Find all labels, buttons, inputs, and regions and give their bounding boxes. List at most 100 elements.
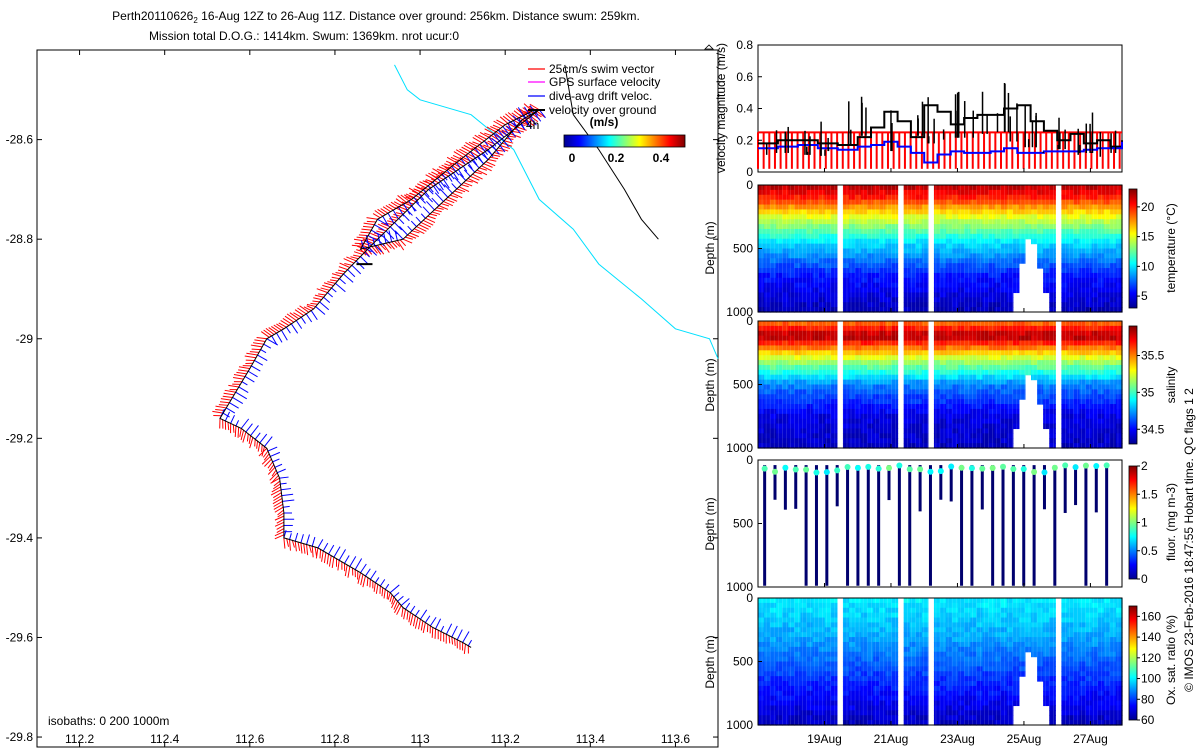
swim-vector	[353, 254, 361, 258]
sal-cell	[830, 404, 838, 410]
temp-cell	[873, 185, 880, 191]
sal-cell	[1012, 384, 1020, 390]
oxy-cell	[782, 641, 789, 648]
temp-cell	[782, 214, 789, 220]
sal-cell	[940, 428, 947, 434]
sal-cell	[982, 321, 990, 327]
swim-vector	[283, 537, 286, 549]
temp-cell	[1018, 258, 1026, 264]
oxy-cell	[861, 622, 868, 628]
swim-vector	[417, 183, 426, 189]
temp-cell	[782, 219, 789, 225]
swim-vector	[529, 103, 540, 111]
drift-vector	[399, 226, 408, 236]
sal-cell	[1043, 399, 1050, 405]
temperature-image	[757, 185, 1123, 313]
oxy-cell	[988, 632, 996, 638]
temp-cell	[970, 224, 977, 230]
temp-cell	[1031, 214, 1038, 220]
oxy-cell	[952, 710, 959, 716]
temp-cell	[788, 214, 795, 220]
temp-cell	[1103, 282, 1111, 289]
oxy-cell	[1000, 632, 1008, 638]
sal-cell	[879, 345, 886, 351]
oxy-cell	[776, 637, 783, 643]
temp-cell	[873, 302, 880, 308]
swim-vector	[315, 547, 319, 559]
temp-cell	[1115, 307, 1123, 313]
swim-vector	[267, 466, 276, 475]
temp-cell	[1085, 287, 1093, 294]
temp-cell	[830, 307, 838, 313]
temp-cell	[1006, 258, 1014, 264]
sal-cell	[885, 433, 893, 439]
oxy-cell	[764, 666, 771, 672]
sal-cell	[1079, 379, 1087, 386]
oxy-cell	[782, 656, 789, 663]
temp-cell	[933, 258, 941, 264]
sal-cell	[958, 404, 965, 410]
oxy-cell	[994, 646, 1002, 653]
temp-cell	[800, 277, 808, 284]
swim-vector	[376, 230, 385, 234]
sal-cell	[1006, 413, 1014, 420]
temp-cell	[909, 282, 917, 289]
oxy-cell	[806, 632, 814, 638]
sal-cell	[855, 325, 862, 332]
temp-cell	[1018, 228, 1026, 235]
sal-cell	[764, 438, 771, 444]
temp-cell	[970, 277, 977, 284]
temp-cell	[903, 219, 911, 225]
velocity-ytick-label: 0.2	[736, 133, 753, 147]
oxy-cell	[964, 681, 971, 687]
sal-cell	[1109, 423, 1117, 430]
oxy-cell	[764, 602, 771, 609]
temp-cell	[1103, 268, 1111, 274]
swim-vector	[393, 201, 402, 206]
swim-vector	[223, 392, 235, 396]
temp-cell	[1043, 233, 1050, 240]
oxy-cell	[855, 632, 862, 638]
sal-ytick-label: 1000	[726, 441, 753, 455]
oxy-cell	[1000, 661, 1008, 667]
sal-cell	[770, 423, 777, 430]
temp-cell	[915, 268, 923, 274]
oxy-cell	[994, 617, 1002, 624]
swim-vector	[444, 166, 454, 174]
oxy-cell	[952, 651, 959, 658]
sal-cell	[940, 374, 947, 381]
temp-cell	[885, 214, 893, 220]
oxy-cell	[879, 690, 886, 697]
swim-vector	[436, 168, 445, 173]
temp-cell	[1012, 282, 1020, 289]
sal-cell	[764, 413, 771, 420]
swim-vector	[385, 204, 394, 211]
sal-cell	[830, 345, 838, 351]
temp-cell	[915, 194, 923, 201]
temp-cell	[970, 302, 977, 308]
swim-vector	[429, 213, 438, 217]
temp-cell	[891, 194, 899, 201]
temp-cell	[788, 272, 795, 279]
sal-cell	[867, 438, 874, 444]
drift-vector	[405, 602, 411, 610]
sal-cell	[885, 413, 893, 420]
sal-cell	[970, 408, 977, 415]
oxy-cell	[976, 651, 984, 658]
sal-cell	[958, 408, 965, 415]
sal-cell	[867, 433, 874, 439]
temp-cell	[921, 243, 929, 250]
sal-cell	[788, 389, 795, 395]
sal-cell	[1079, 443, 1087, 449]
temp-cell	[1061, 194, 1068, 201]
sal-cell	[1043, 340, 1050, 347]
oxy-cell	[830, 656, 838, 663]
temp-cell	[867, 253, 874, 259]
sal-cell	[915, 384, 923, 390]
oxy-cell	[842, 646, 850, 653]
sal-cell	[1049, 394, 1056, 400]
sal-cell	[1097, 423, 1105, 430]
sal-cell	[946, 399, 953, 405]
oxy-cell	[776, 676, 783, 682]
oxy-cell	[782, 612, 789, 619]
